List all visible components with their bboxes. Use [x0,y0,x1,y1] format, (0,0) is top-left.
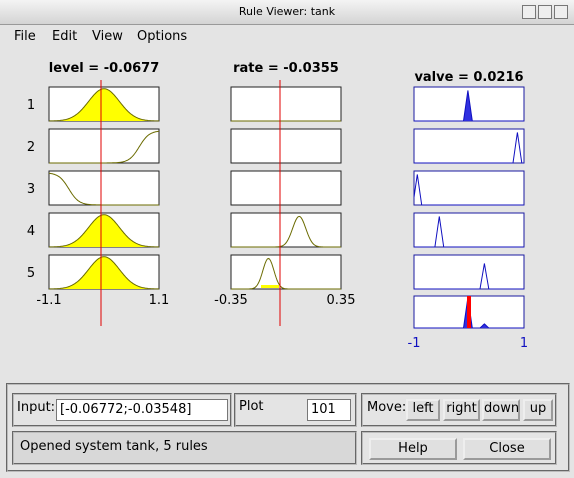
mf-curve [48,172,159,206]
input-header: level = -0.0677 [49,61,160,76]
mf-curve [49,214,159,248]
mf-fill [261,285,279,288]
status-text: Opened system tank, 5 rules [20,439,208,454]
range-max: 1 [520,336,528,351]
rule-number: 1 [27,98,35,113]
menu-item[interactable]: File [14,29,36,44]
close-button[interactable]: Close [463,438,551,460]
move-panel: Move: left right down up [361,393,557,427]
mf-curve [414,90,524,122]
plot-points-field[interactable]: 101 [307,399,351,421]
plot-points-panel: Plot 101 [234,393,357,427]
mf-curve [231,257,341,290]
mf-box [413,128,525,164]
input-panel: Input: [-0.06772;-0.03548] [12,393,232,427]
mf-curve [231,215,341,248]
mf-fill [49,214,159,247]
range-max: 0.35 [327,293,356,308]
range-min: -1 [408,336,421,351]
mf-curve [414,132,524,164]
minimize-button[interactable] [522,5,536,19]
menu-item[interactable]: Edit [52,29,78,44]
status-panel: Opened system tank, 5 rules [12,431,357,465]
close-window-button[interactable] [554,5,568,19]
mf-box [413,212,525,248]
window-title: Rule Viewer: tank [238,5,336,18]
move-right-button[interactable]: right [443,399,480,421]
help-button[interactable]: Help [369,438,457,460]
input-field[interactable]: [-0.06772;-0.03548] [56,399,228,421]
rule-number: 3 [27,182,35,197]
control-area [6,383,570,472]
title-bar: Rule Viewer: tank [0,0,574,25]
range-min: -0.35 [214,293,248,308]
menu-item[interactable]: View [92,29,123,44]
mf-box [48,128,160,164]
move-up-button[interactable]: up [523,399,553,421]
mf-box [413,254,525,290]
mf-curve [413,174,524,206]
plot-points-label: Plot [239,399,264,414]
mf-box [230,254,342,290]
mf-box [230,212,342,248]
mf-box [230,86,342,122]
mf-fill [49,256,159,289]
move-label: Move: [367,400,407,415]
rule-number: 2 [27,140,35,155]
move-left-button[interactable]: left [406,399,440,421]
maximize-button[interactable] [538,5,552,19]
mf-box [230,170,342,206]
range-max: 1.1 [149,293,170,308]
mf-curve [49,130,160,164]
menu-bar: File Edit View Options [0,26,574,48]
input-label: Input: [17,400,56,415]
action-panel: Help Close [361,431,557,465]
rule-number: 5 [27,266,35,281]
mf-curve [49,256,159,290]
mf-fill [49,88,159,121]
rule-number: 4 [27,224,35,239]
move-down-button[interactable]: down [482,399,520,421]
mf-curve [49,88,159,122]
mf-box [413,170,525,206]
rule-plots: 1 2 3 4 5 level = -0.0677 rate = -0.0355 valve … [27,61,528,351]
input-header: rate = -0.0355 [233,61,339,76]
mf-fill [414,90,524,121]
range-min: -1.1 [36,293,61,308]
output-header: valve = 0.0216 [414,70,523,85]
mf-box [230,128,342,164]
mf-box [48,170,160,206]
menu-item[interactable]: Options [137,29,188,44]
mf-curve [414,216,524,248]
mf-curve [414,263,524,290]
